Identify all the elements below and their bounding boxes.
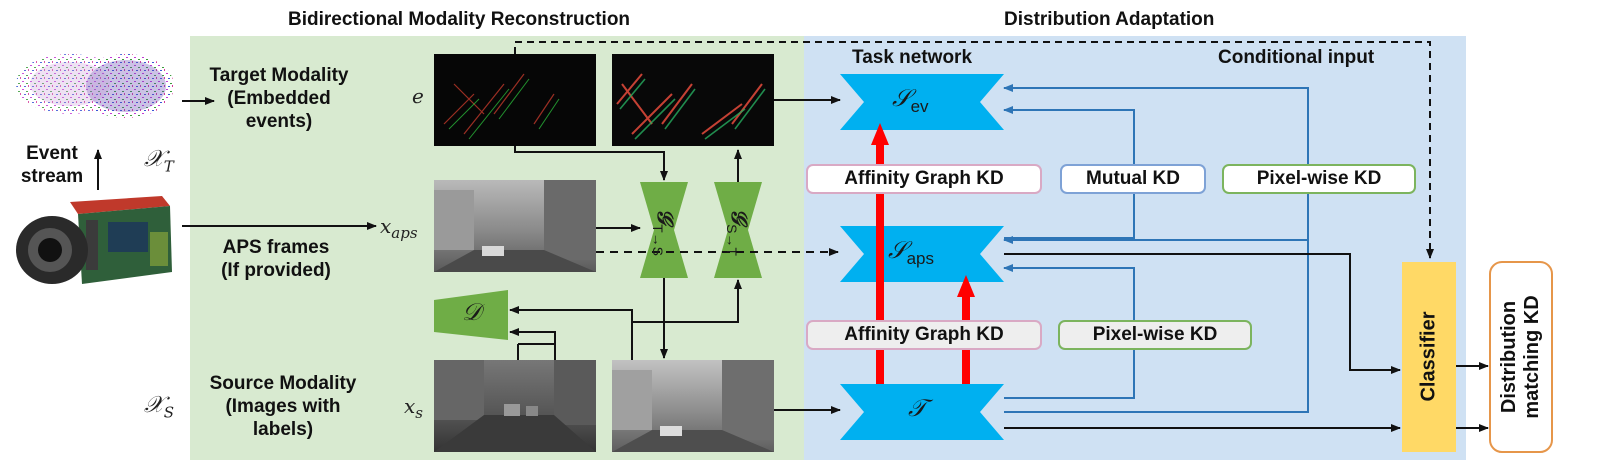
reconstructed-source-image <box>612 360 774 452</box>
e-symbol: e <box>412 84 424 108</box>
discriminator-label: 𝒟 <box>462 298 482 326</box>
event-cloud-image <box>14 48 178 122</box>
aps-frame-image <box>434 180 596 272</box>
aps-frames-label: APS frames (If provided) <box>221 237 331 281</box>
discriminator-shape <box>434 290 508 340</box>
distribution-label: Distribution matching KD <box>1498 295 1543 419</box>
generator-t-to-s-shape <box>640 182 688 278</box>
s-aps-label: 𝒮aps <box>888 236 934 268</box>
affinity-graph-kd-top: Affinity Graph KD <box>806 164 1042 194</box>
generator-t-to-s-label: 𝒢T→S <box>649 208 679 256</box>
reconstruction-heading: Bidirectional Modality Reconstruction <box>288 9 631 30</box>
s-ev-network-shape <box>840 74 1004 130</box>
mutual-kd-box: Mutual KD <box>1060 164 1206 194</box>
event-camera-image <box>12 192 182 292</box>
classifier-shape <box>1402 262 1456 452</box>
x-s-symbol: 𝒳S <box>144 392 175 422</box>
event-stream-label: Event stream <box>20 143 84 187</box>
teacher-label: 𝒯 <box>908 394 927 422</box>
generator-s-to-t-shape <box>714 182 762 278</box>
generator-s-to-t-label: 𝒢S→T <box>723 208 753 256</box>
source-modality-label: Source Modality (Images with labels) <box>209 373 357 440</box>
x-t-symbol: 𝒳T <box>144 146 174 176</box>
teacher-network-shape <box>840 384 1004 440</box>
x-aps-symbol: xaps <box>380 214 418 242</box>
target-modality-label: Target Modality (Embedded events) <box>209 65 349 132</box>
x-s-lower-symbol: xs <box>404 394 423 422</box>
s-ev-label: 𝒮ev <box>892 84 929 116</box>
event-image-1 <box>434 54 596 146</box>
affinity-graph-kd-bottom: Affinity Graph KD <box>806 320 1042 350</box>
conditional-input-heading: Conditional input <box>1218 47 1375 68</box>
pixel-wise-kd-top: Pixel-wise KD <box>1222 164 1416 194</box>
adaptation-heading: Distribution Adaptation <box>1004 9 1215 30</box>
pixel-wise-kd-bottom: Pixel-wise KD <box>1058 320 1252 350</box>
event-image-2 <box>612 54 774 146</box>
classifier-label: Classifier <box>1417 311 1440 402</box>
distribution-box-shape <box>1489 261 1553 453</box>
task-network-heading: Task network <box>852 47 973 68</box>
source-image <box>434 360 596 452</box>
